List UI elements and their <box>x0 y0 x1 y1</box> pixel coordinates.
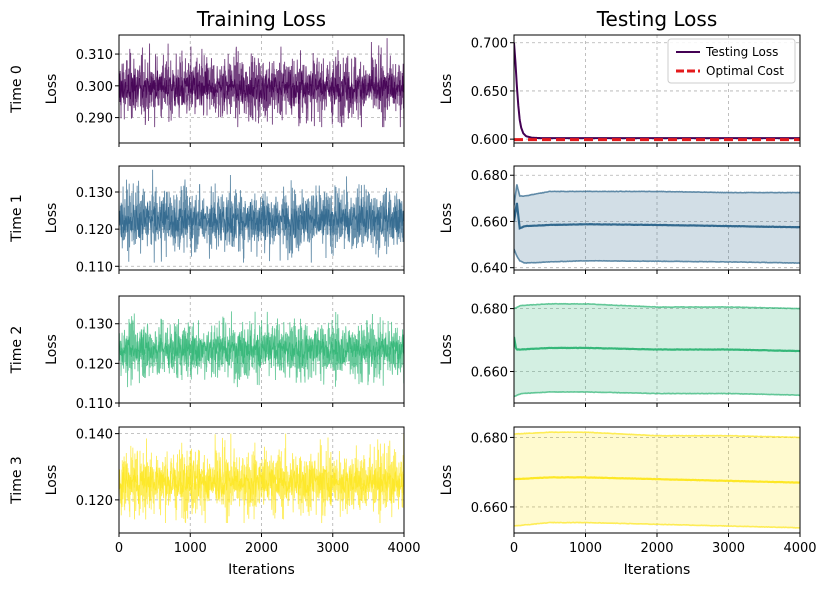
test-3-xtick-label: 0 <box>510 541 518 556</box>
test-2-ytick-label: 0.660 <box>471 366 508 381</box>
panels: 0.2900.3000.310Loss0.1100.1200.130Loss0.… <box>9 34 817 578</box>
train-1-ytick-label: 0.130 <box>76 186 113 201</box>
train-2-ytick-label: 0.120 <box>76 357 113 372</box>
train-1-plot-area <box>119 166 404 270</box>
train-3-xtick-label: 2000 <box>245 541 278 556</box>
test-2-panel: 0.660 0.680 Loss <box>439 295 801 407</box>
train-0-plot-area <box>119 35 404 143</box>
test-2-mean-line <box>514 336 800 353</box>
train-2-ytick-label: 0.110 <box>76 397 113 412</box>
train-3-xtick-label: 3000 <box>316 541 349 556</box>
test-3-xtick-label: 2000 <box>640 541 673 556</box>
train-3-ylabel: Loss <box>44 465 60 496</box>
train-0-panel: 0.290 0.300 0.310 Loss <box>44 34 405 147</box>
train-3-xtick-label: 1000 <box>174 541 207 556</box>
test-3-ytick-label: 0.660 <box>471 501 508 516</box>
test-2-lower-line <box>514 390 800 398</box>
train-0-ytick-label: 0.310 <box>76 48 113 63</box>
test-2-ylabel: Loss <box>439 334 455 365</box>
test-2-ytick-label: 0.680 <box>471 303 508 318</box>
train-3-panel: 0.120 0.140 0 1000 2000 3000 4000 Iterations Los… <box>44 426 421 578</box>
train-3-ytick-label: 0.120 <box>76 494 113 509</box>
train-2-ylabel: Loss <box>44 334 60 365</box>
test-1-plot-area <box>514 166 800 270</box>
test-1-ytick-label: 0.640 <box>471 262 508 277</box>
test-0-legend-label: Optimal Cost <box>706 64 784 78</box>
train-3-xlabel: Iterations <box>228 562 295 578</box>
test-3-mean-line <box>514 476 800 484</box>
test-1-lower-line <box>514 248 800 265</box>
train-0-ytick-label: 0.290 <box>76 112 113 127</box>
test-1-upper-line <box>514 184 800 206</box>
train-3-ytick-label: 0.140 <box>76 428 113 443</box>
train-0-ylabel: Loss <box>44 74 60 105</box>
train-1-ytick-label: 0.120 <box>76 223 113 238</box>
test-0-panel: 0.600 0.650 0.700 Loss Testing Loss Optimal C… <box>439 34 801 148</box>
train-0-series-trace <box>119 38 404 128</box>
test-3-xtick-label: 4000 <box>783 541 816 556</box>
test-1-ylabel: Loss <box>439 203 455 234</box>
test-3-xlabel: Iterations <box>624 562 691 578</box>
train-3-xtick-label: 0 <box>115 541 123 556</box>
test-3-lower-line <box>514 521 800 529</box>
test-3-plot-area <box>514 427 800 533</box>
test-0-ytick-label: 0.650 <box>471 85 508 100</box>
train-1-panel: 0.110 0.120 0.130 Loss <box>44 165 405 275</box>
test-2-upper-line <box>514 302 800 310</box>
train-1-ylabel: Loss <box>44 203 60 234</box>
train-3-series-core <box>119 458 404 505</box>
test-3-xtick-label: 3000 <box>712 541 745 556</box>
col-title-training: Training Loss <box>196 7 326 31</box>
train-1-ytick-label: 0.110 <box>76 260 113 275</box>
test-1-ytick-label: 0.680 <box>471 169 508 184</box>
test-2-plot-area <box>514 296 800 403</box>
row-label-1: Time 1 <box>9 194 25 243</box>
train-2-plot-area <box>119 296 404 403</box>
test-0-ylabel: Loss <box>439 74 455 105</box>
test-1-mean-line <box>514 202 800 230</box>
row-label-2: Time 2 <box>9 326 25 375</box>
col-title-testing: Testing Loss <box>596 7 718 31</box>
train-2-panel: 0.110 0.120 0.130 Loss <box>44 295 405 412</box>
test-0-ytick-label: 0.600 <box>471 133 508 148</box>
test-3-upper-line <box>514 431 800 439</box>
row-label-0: Time 0 <box>9 65 25 114</box>
test-1-band <box>514 184 800 264</box>
train-1-series-core <box>119 198 404 241</box>
test-1-panel: 0.640 0.660 0.680 Loss <box>439 165 801 277</box>
test-1-ytick-label: 0.660 <box>471 215 508 230</box>
test-3-xtick-label: 1000 <box>569 541 602 556</box>
train-0-series-core <box>119 63 404 109</box>
train-3-plot-area <box>119 427 404 533</box>
test-0-ytick-label: 0.700 <box>471 37 508 52</box>
row-label-3: Time 3 <box>9 456 25 505</box>
train-2-series-core <box>119 329 404 371</box>
test-3-panel: 0.660 0.680 0 1000 2000 3000 4000 Iterations Los… <box>439 426 817 578</box>
train-2-ytick-label: 0.130 <box>76 318 113 333</box>
test-0-legend: Testing Loss Optimal Cost <box>667 38 796 84</box>
train-3-xtick-label: 4000 <box>387 541 420 556</box>
train-0-ytick-label: 0.300 <box>76 80 113 95</box>
test-0-legend-label: Testing Loss <box>705 45 778 59</box>
test-3-ytick-label: 0.680 <box>471 431 508 446</box>
test-3-ylabel: Loss <box>439 465 455 496</box>
